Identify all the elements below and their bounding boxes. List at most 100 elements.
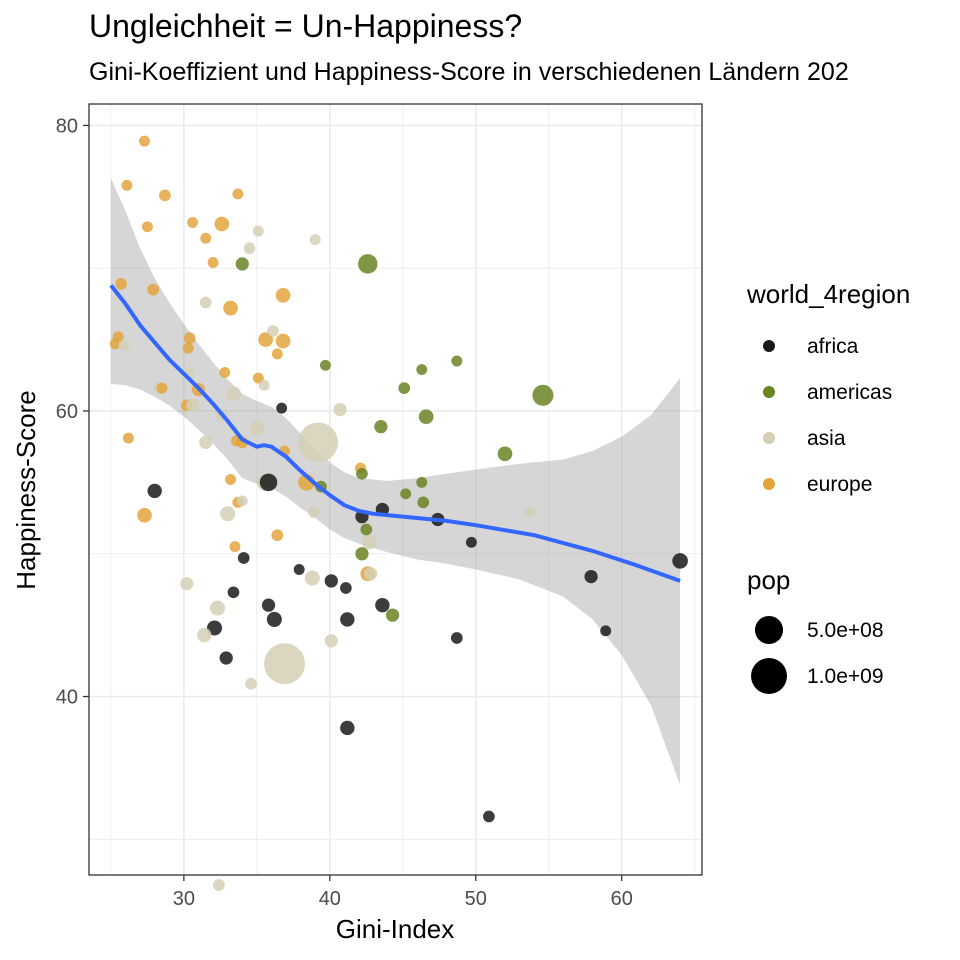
- data-point: [600, 625, 612, 637]
- data-point: [532, 384, 554, 406]
- data-point: [115, 278, 127, 290]
- data-point: [249, 420, 265, 436]
- x-tick-label: 60: [611, 888, 633, 910]
- data-point: [147, 283, 160, 296]
- data-point: [275, 333, 291, 349]
- data-point: [340, 720, 355, 736]
- data-point: [266, 611, 282, 627]
- data-point: [137, 507, 152, 523]
- legend-key-asia: [763, 432, 775, 444]
- data-point: [243, 242, 256, 255]
- legend-size-label: 5.0e+08: [807, 619, 884, 642]
- plot-border: [88, 103, 703, 876]
- data-point: [225, 474, 237, 485]
- legend-label-africa: africa: [807, 335, 859, 358]
- data-point: [364, 567, 378, 581]
- data-point: [232, 188, 244, 200]
- data-point: [147, 483, 162, 499]
- color-legend-title: world_4region: [746, 279, 910, 309]
- data-point: [264, 643, 306, 685]
- data-point: [524, 506, 536, 518]
- data-point: [219, 651, 233, 665]
- data-point: [185, 398, 200, 412]
- data-point: [416, 476, 428, 488]
- y-tick-label: 60: [56, 401, 78, 423]
- data-point: [362, 535, 377, 550]
- data-point: [118, 339, 130, 351]
- legend-label-asia: asia: [807, 427, 846, 450]
- data-point: [180, 577, 194, 591]
- data-point: [235, 257, 249, 271]
- data-point: [261, 598, 276, 612]
- data-point: [271, 348, 283, 360]
- data-point: [236, 495, 248, 507]
- data-point: [207, 257, 219, 268]
- data-point: [451, 355, 463, 367]
- data-point: [156, 382, 168, 394]
- plot-panel: [89, 104, 702, 875]
- data-point: [223, 300, 238, 316]
- data-point: [400, 488, 412, 500]
- data-point: [324, 574, 338, 588]
- chart-subtitle: Gini-Koeffizient und Happiness-Score in …: [89, 58, 849, 86]
- data-point: [483, 810, 495, 823]
- data-point: [122, 432, 134, 444]
- data-point: [209, 600, 225, 616]
- data-point: [214, 216, 230, 232]
- data-point: [298, 422, 339, 463]
- legend-size-key: [751, 658, 787, 694]
- data-point: [340, 612, 355, 627]
- data-point: [237, 552, 250, 564]
- data-point: [187, 217, 199, 228]
- color-legend: world_4region africa americas asia europe: [746, 279, 910, 496]
- x-tick-label: 40: [319, 888, 341, 910]
- legend-key-africa: [763, 340, 775, 352]
- data-point: [207, 620, 223, 636]
- legend-size-label: 1.0e+09: [807, 665, 884, 688]
- size-legend-title: pop: [747, 565, 790, 595]
- data-point: [121, 179, 133, 191]
- legend-size-key: [754, 615, 784, 645]
- data-point: [258, 332, 273, 347]
- data-point: [159, 189, 171, 202]
- data-point: [275, 287, 291, 303]
- data-point: [418, 409, 434, 425]
- confidence-band: [110, 178, 681, 786]
- data-point: [258, 379, 270, 391]
- data-point: [229, 541, 241, 553]
- data-point: [199, 435, 213, 450]
- data-point: [252, 225, 264, 237]
- data-point: [340, 582, 352, 594]
- data-point: [374, 420, 388, 434]
- data-point: [219, 366, 231, 378]
- legend-key-europe: [763, 478, 775, 490]
- x-tick-label: 50: [465, 888, 487, 910]
- data-point: [309, 234, 321, 246]
- y-axis-title: Happiness-Score: [11, 390, 41, 589]
- data-point: [227, 586, 240, 599]
- data-point: [267, 325, 279, 337]
- data-point: [333, 402, 347, 417]
- axes: 30 40 50 60 40 60 80: [56, 115, 633, 910]
- trend-line-path: [109, 284, 681, 583]
- data-point: [293, 564, 305, 575]
- data-point: [271, 529, 284, 542]
- data-point: [304, 570, 320, 586]
- trend-line: [109, 284, 681, 583]
- data-point: [417, 496, 430, 509]
- data-point: [358, 254, 378, 274]
- data-point: [225, 386, 242, 402]
- legend-label-americas: americas: [807, 381, 892, 404]
- data-point: [199, 296, 212, 309]
- data-point: [276, 402, 288, 414]
- data-point: [398, 382, 411, 394]
- data-point: [308, 506, 320, 518]
- data-point: [197, 627, 212, 643]
- data-point: [385, 608, 400, 622]
- size-legend: pop 5.0e+08 1.0e+09: [747, 565, 884, 694]
- x-axis-title: Gini-Index: [336, 914, 455, 944]
- data-point: [497, 446, 513, 462]
- data-point: [141, 221, 153, 233]
- y-tick-label: 80: [56, 115, 78, 137]
- data-point: [584, 569, 598, 584]
